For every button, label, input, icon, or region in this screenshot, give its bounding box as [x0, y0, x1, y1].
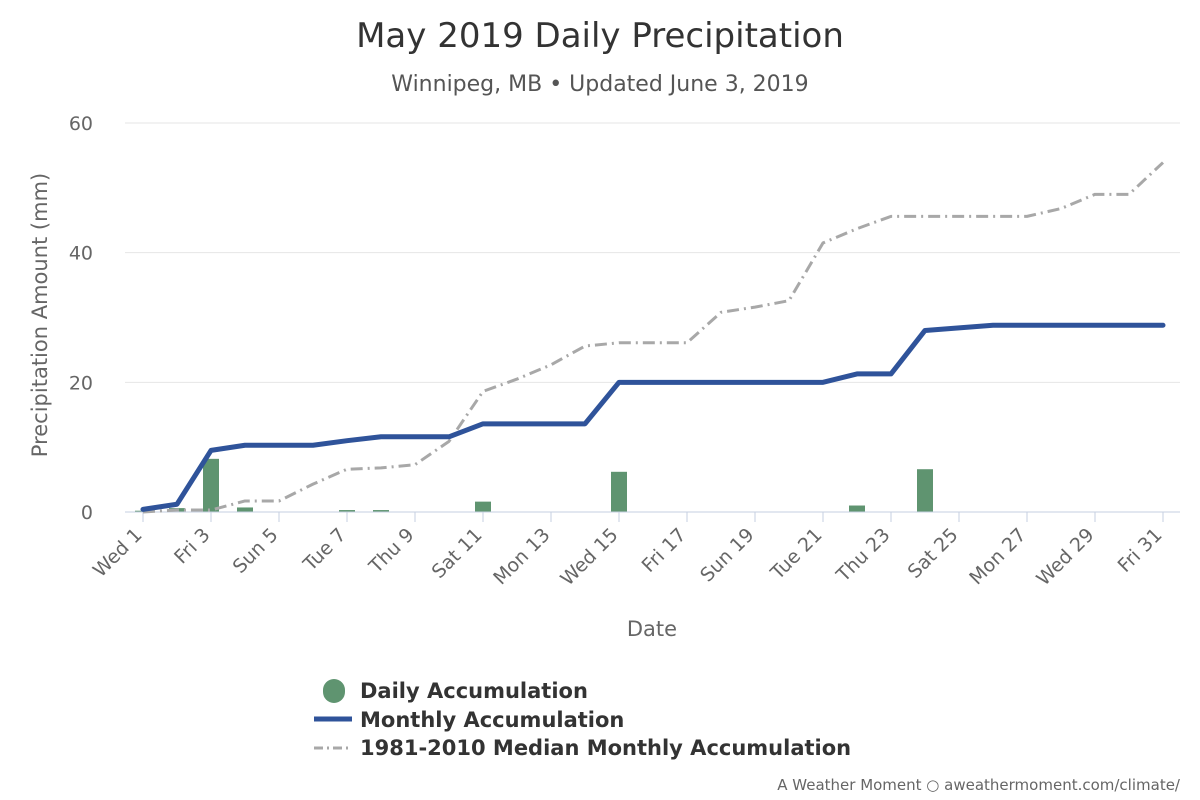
x-tick-label: Sat 11	[428, 524, 487, 583]
x-tick-label: Fri 3	[170, 524, 214, 568]
daily-bar[interactable]	[611, 471, 627, 512]
legend-label-median: 1981-2010 Median Monthly Accumulation	[360, 736, 851, 760]
chart-title: May 2019 Daily Precipitation	[356, 16, 844, 56]
x-tick-label: Wed 15	[556, 524, 622, 590]
x-tick-label: Sat 25	[904, 524, 963, 583]
x-tick-label: Mon 13	[489, 524, 554, 589]
daily-bar[interactable]	[203, 458, 219, 512]
x-tick-label: Sun 5	[229, 524, 283, 578]
daily-bar[interactable]	[849, 505, 865, 512]
legend: Daily Accumulation Monthly Accumulation …	[314, 679, 851, 760]
y-tick-label: 0	[81, 502, 93, 524]
daily-bar[interactable]	[475, 501, 491, 512]
legend-label-daily: Daily Accumulation	[360, 679, 588, 703]
legend-item-median[interactable]: 1981-2010 Median Monthly Accumulation	[314, 736, 851, 760]
x-axis-title: Date	[627, 617, 677, 641]
legend-item-daily[interactable]: Daily Accumulation	[323, 679, 588, 703]
y-tick-label: 60	[69, 113, 93, 135]
x-tick-label: Wed 1	[89, 524, 147, 582]
x-tick-label: Thu 9	[364, 524, 418, 578]
y-tick-label: 40	[69, 243, 93, 265]
x-tick-label: Thu 23	[832, 524, 895, 587]
x-axis: Wed 1 Fri 3 Sun 5 Tue 7 Thu 9 Sat 11 Mon 13 Wed…	[89, 511, 1180, 590]
chart-credit: A Weather Moment ○ aweathermoment.com/cl…	[777, 776, 1181, 794]
x-tick-label: Fri 31	[1114, 524, 1167, 577]
x-tick-label: Wed 29	[1032, 524, 1098, 590]
legend-label-monthly: Monthly Accumulation	[360, 708, 624, 732]
legend-bar-swatch	[323, 679, 345, 703]
x-tick-label: Tue 21	[766, 524, 827, 585]
chart-subtitle: Winnipeg, MB • Updated June 3, 2019	[391, 72, 808, 97]
y-axis-ticks: 0 20 40 60	[69, 113, 93, 524]
y-tick-label: 20	[69, 372, 93, 394]
daily-bar[interactable]	[339, 510, 355, 512]
daily-bar[interactable]	[237, 507, 253, 512]
daily-bars	[135, 458, 933, 512]
y-axis-title: Precipitation Amount (mm)	[28, 173, 52, 457]
legend-item-monthly[interactable]: Monthly Accumulation	[314, 708, 624, 732]
x-tick-label: Sun 19	[696, 524, 758, 586]
daily-bar[interactable]	[917, 469, 933, 512]
accumulation-lines	[140, 161, 1166, 514]
x-tick-label: Fri 17	[638, 524, 691, 577]
x-tick-label: Mon 27	[965, 524, 1030, 589]
daily-bar[interactable]	[373, 510, 389, 512]
median-accumulation-line[interactable]	[142, 161, 1165, 514]
x-tick-label: Tue 7	[298, 524, 350, 576]
monthly-accumulation-line[interactable]	[140, 322, 1166, 512]
